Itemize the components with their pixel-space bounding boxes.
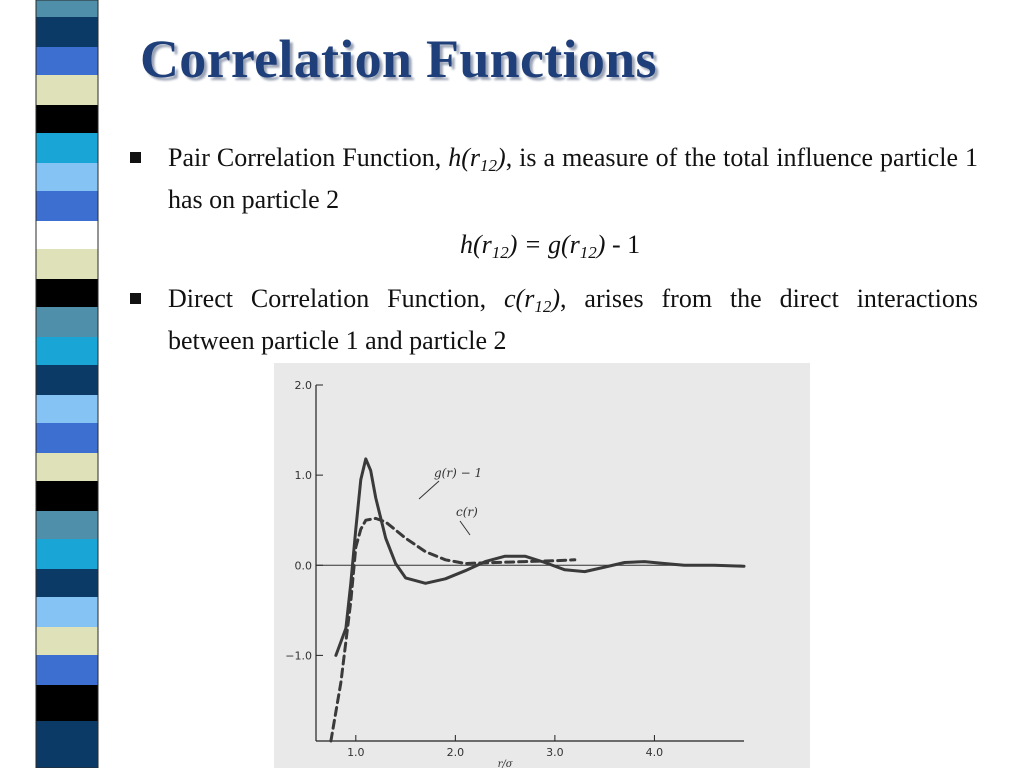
y-tick-label: 0.0: [295, 559, 313, 572]
stripe-band: [36, 307, 98, 337]
stripe-band: [36, 365, 98, 395]
stripe-band: [36, 721, 98, 768]
stripe-band: [36, 75, 98, 105]
stripe-band: [36, 511, 98, 539]
x-axis-label: r/σ: [498, 759, 514, 768]
correlation-chart: 2.0 1.0 0.0 −1.0 1.0 2.0 3.0 4.0 r/σ g(r) − 1 c(r): [274, 363, 810, 768]
stripe-band: [36, 17, 98, 47]
stripe-band: [36, 395, 98, 423]
x-tick-label: 4.0: [646, 746, 664, 759]
stripe-border: [35, 0, 99, 768]
c-r-leader-line: [459, 520, 471, 536]
stripe-band: [36, 191, 98, 221]
c-r-series-label: c(r): [456, 505, 478, 519]
g-r-leader-line: [418, 480, 440, 500]
y-tick-label: 1.0: [295, 469, 313, 482]
stripe-band: [36, 221, 98, 249]
stripe-band: [36, 337, 98, 365]
square-bullet-icon: [130, 152, 141, 163]
stripe-band: [36, 627, 98, 655]
stripe-band: [36, 569, 98, 597]
stripe-band: [36, 163, 98, 191]
formula: h(r12) = g(r12) - 1: [460, 230, 641, 262]
x-tick-label: 1.0: [347, 746, 365, 759]
stripe-band: [36, 423, 98, 453]
bullet-pair-correlation: Pair Correlation Function, h(r12), is a …: [130, 137, 978, 221]
x-tick-label: 3.0: [546, 746, 564, 759]
stripe-band: [36, 597, 98, 627]
chart-svg: 2.0 1.0 0.0 −1.0 1.0 2.0 3.0 4.0 r/σ g(r) − 1 c(r): [285, 379, 746, 768]
bullet-direct-correlation: Direct Correlation Function, c(r12), ari…: [130, 278, 978, 362]
stripe-band: [36, 655, 98, 685]
x-tick-label: 2.0: [447, 746, 465, 759]
stripe-band: [36, 279, 98, 307]
stripe-band: [36, 539, 98, 569]
y-tick-label: 2.0: [295, 379, 313, 392]
stripe-band: [36, 453, 98, 481]
stripe-band: [36, 481, 98, 511]
stripe-band: [36, 0, 98, 17]
stripe-band: [36, 133, 98, 163]
c-r-series-line: [329, 516, 577, 743]
stripe-band: [36, 105, 98, 133]
stripe-band: [36, 47, 98, 75]
y-tick-label: −1.0: [285, 649, 312, 662]
stripe-band: [36, 249, 98, 279]
bullet-text: Direct Correlation Function, c(r12), ari…: [168, 284, 978, 355]
slide-title: Correlation Functions: [140, 29, 657, 89]
square-bullet-icon: [130, 293, 141, 304]
bullet-text: Pair Correlation Function, h(r12), is a …: [168, 143, 978, 214]
decorative-stripe: [35, 0, 99, 768]
stripe-band: [36, 685, 98, 721]
g-r-series-label: g(r) − 1: [434, 466, 482, 480]
g-r-minus-1-series-line: [334, 457, 746, 657]
